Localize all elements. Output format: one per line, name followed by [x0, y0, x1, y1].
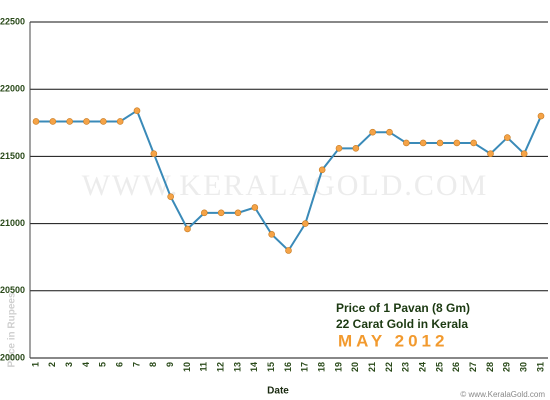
x-tick-label: 16	[283, 362, 293, 372]
price-point	[83, 118, 90, 125]
x-tick-label: 23	[401, 362, 411, 372]
x-tick-label: 20	[350, 362, 360, 372]
x-tick-label: 13	[232, 362, 242, 372]
price-point	[150, 150, 158, 158]
x-axis-label: Date	[267, 386, 289, 397]
x-tick-label: 1	[30, 362, 40, 367]
x-tick-label: 19	[333, 362, 343, 372]
price-point	[436, 139, 444, 147]
price-point	[318, 166, 326, 174]
x-tick-label: 14	[249, 362, 259, 372]
price-point	[386, 128, 393, 136]
x-tick-label: 24	[418, 362, 428, 372]
x-tick-label: 11	[199, 362, 209, 372]
y-tick-label: 20000	[0, 352, 25, 362]
legend-line: 22 Carat Gold in Kerala	[336, 317, 468, 331]
y-tick-label: 21500	[0, 151, 25, 161]
x-tick-label: 25	[434, 362, 444, 372]
x-tick-label: 31	[535, 362, 545, 372]
x-tick-label: 6	[115, 362, 125, 367]
price-point	[100, 118, 107, 125]
price-point	[66, 118, 73, 125]
y-tick-label: 22000	[0, 84, 25, 94]
price-point	[167, 193, 174, 201]
price-point	[419, 139, 427, 147]
x-tick-label: 29	[502, 362, 512, 372]
price-point	[268, 231, 275, 238]
x-tick-label: 12	[216, 362, 226, 372]
watermark: WWW.KERALAGOLD.COM	[82, 169, 489, 202]
y-tick-label: 20500	[0, 285, 25, 295]
price-point	[285, 247, 292, 254]
x-tick-label: 26	[451, 362, 461, 372]
price-point	[504, 134, 511, 141]
y-tick-label: 21000	[0, 218, 25, 228]
x-tick-label: 18	[317, 362, 327, 372]
x-tick-label: 22	[384, 362, 394, 372]
price-point	[201, 209, 208, 217]
price-point	[470, 139, 477, 147]
x-tick-label: 30	[519, 362, 529, 372]
price-point	[217, 209, 225, 217]
price-point	[251, 204, 259, 211]
x-tick-label: 8	[148, 362, 158, 367]
price-point	[537, 112, 545, 120]
x-tick-label: 21	[367, 362, 377, 372]
price-point	[520, 150, 528, 158]
y-tick-label: 22500	[0, 16, 25, 26]
x-tick-label: 28	[485, 362, 495, 372]
footer: © www.KeralaGold.com	[460, 390, 545, 399]
x-tick-label: 4	[81, 362, 91, 367]
period: MAY 2012	[338, 331, 448, 350]
x-tick-label: 2	[47, 362, 57, 367]
price-point	[133, 107, 141, 115]
x-tick-label: 3	[64, 362, 74, 367]
x-tick-label: 7	[131, 362, 141, 367]
price-point	[32, 118, 40, 125]
x-tick-label: 5	[98, 362, 108, 367]
price-point	[453, 139, 461, 147]
price-point	[369, 128, 376, 136]
price-point	[302, 220, 309, 227]
x-tick-label: 27	[468, 362, 478, 372]
price-point	[116, 118, 124, 125]
price-point	[234, 209, 242, 217]
legend-line: Price of 1 Pavan (8 Gm)	[336, 301, 470, 315]
price-point	[49, 118, 57, 125]
x-tick-label: 15	[266, 362, 276, 372]
price-point	[487, 150, 494, 158]
price-point	[335, 145, 343, 152]
x-tick-label: 9	[165, 362, 175, 367]
x-tick-label: 10	[182, 362, 192, 372]
price-point	[403, 139, 410, 147]
x-tick-label: 17	[300, 362, 310, 372]
price-point	[184, 225, 191, 233]
y-axis-label: Price in Rupees	[7, 292, 18, 367]
price-point	[352, 145, 360, 152]
